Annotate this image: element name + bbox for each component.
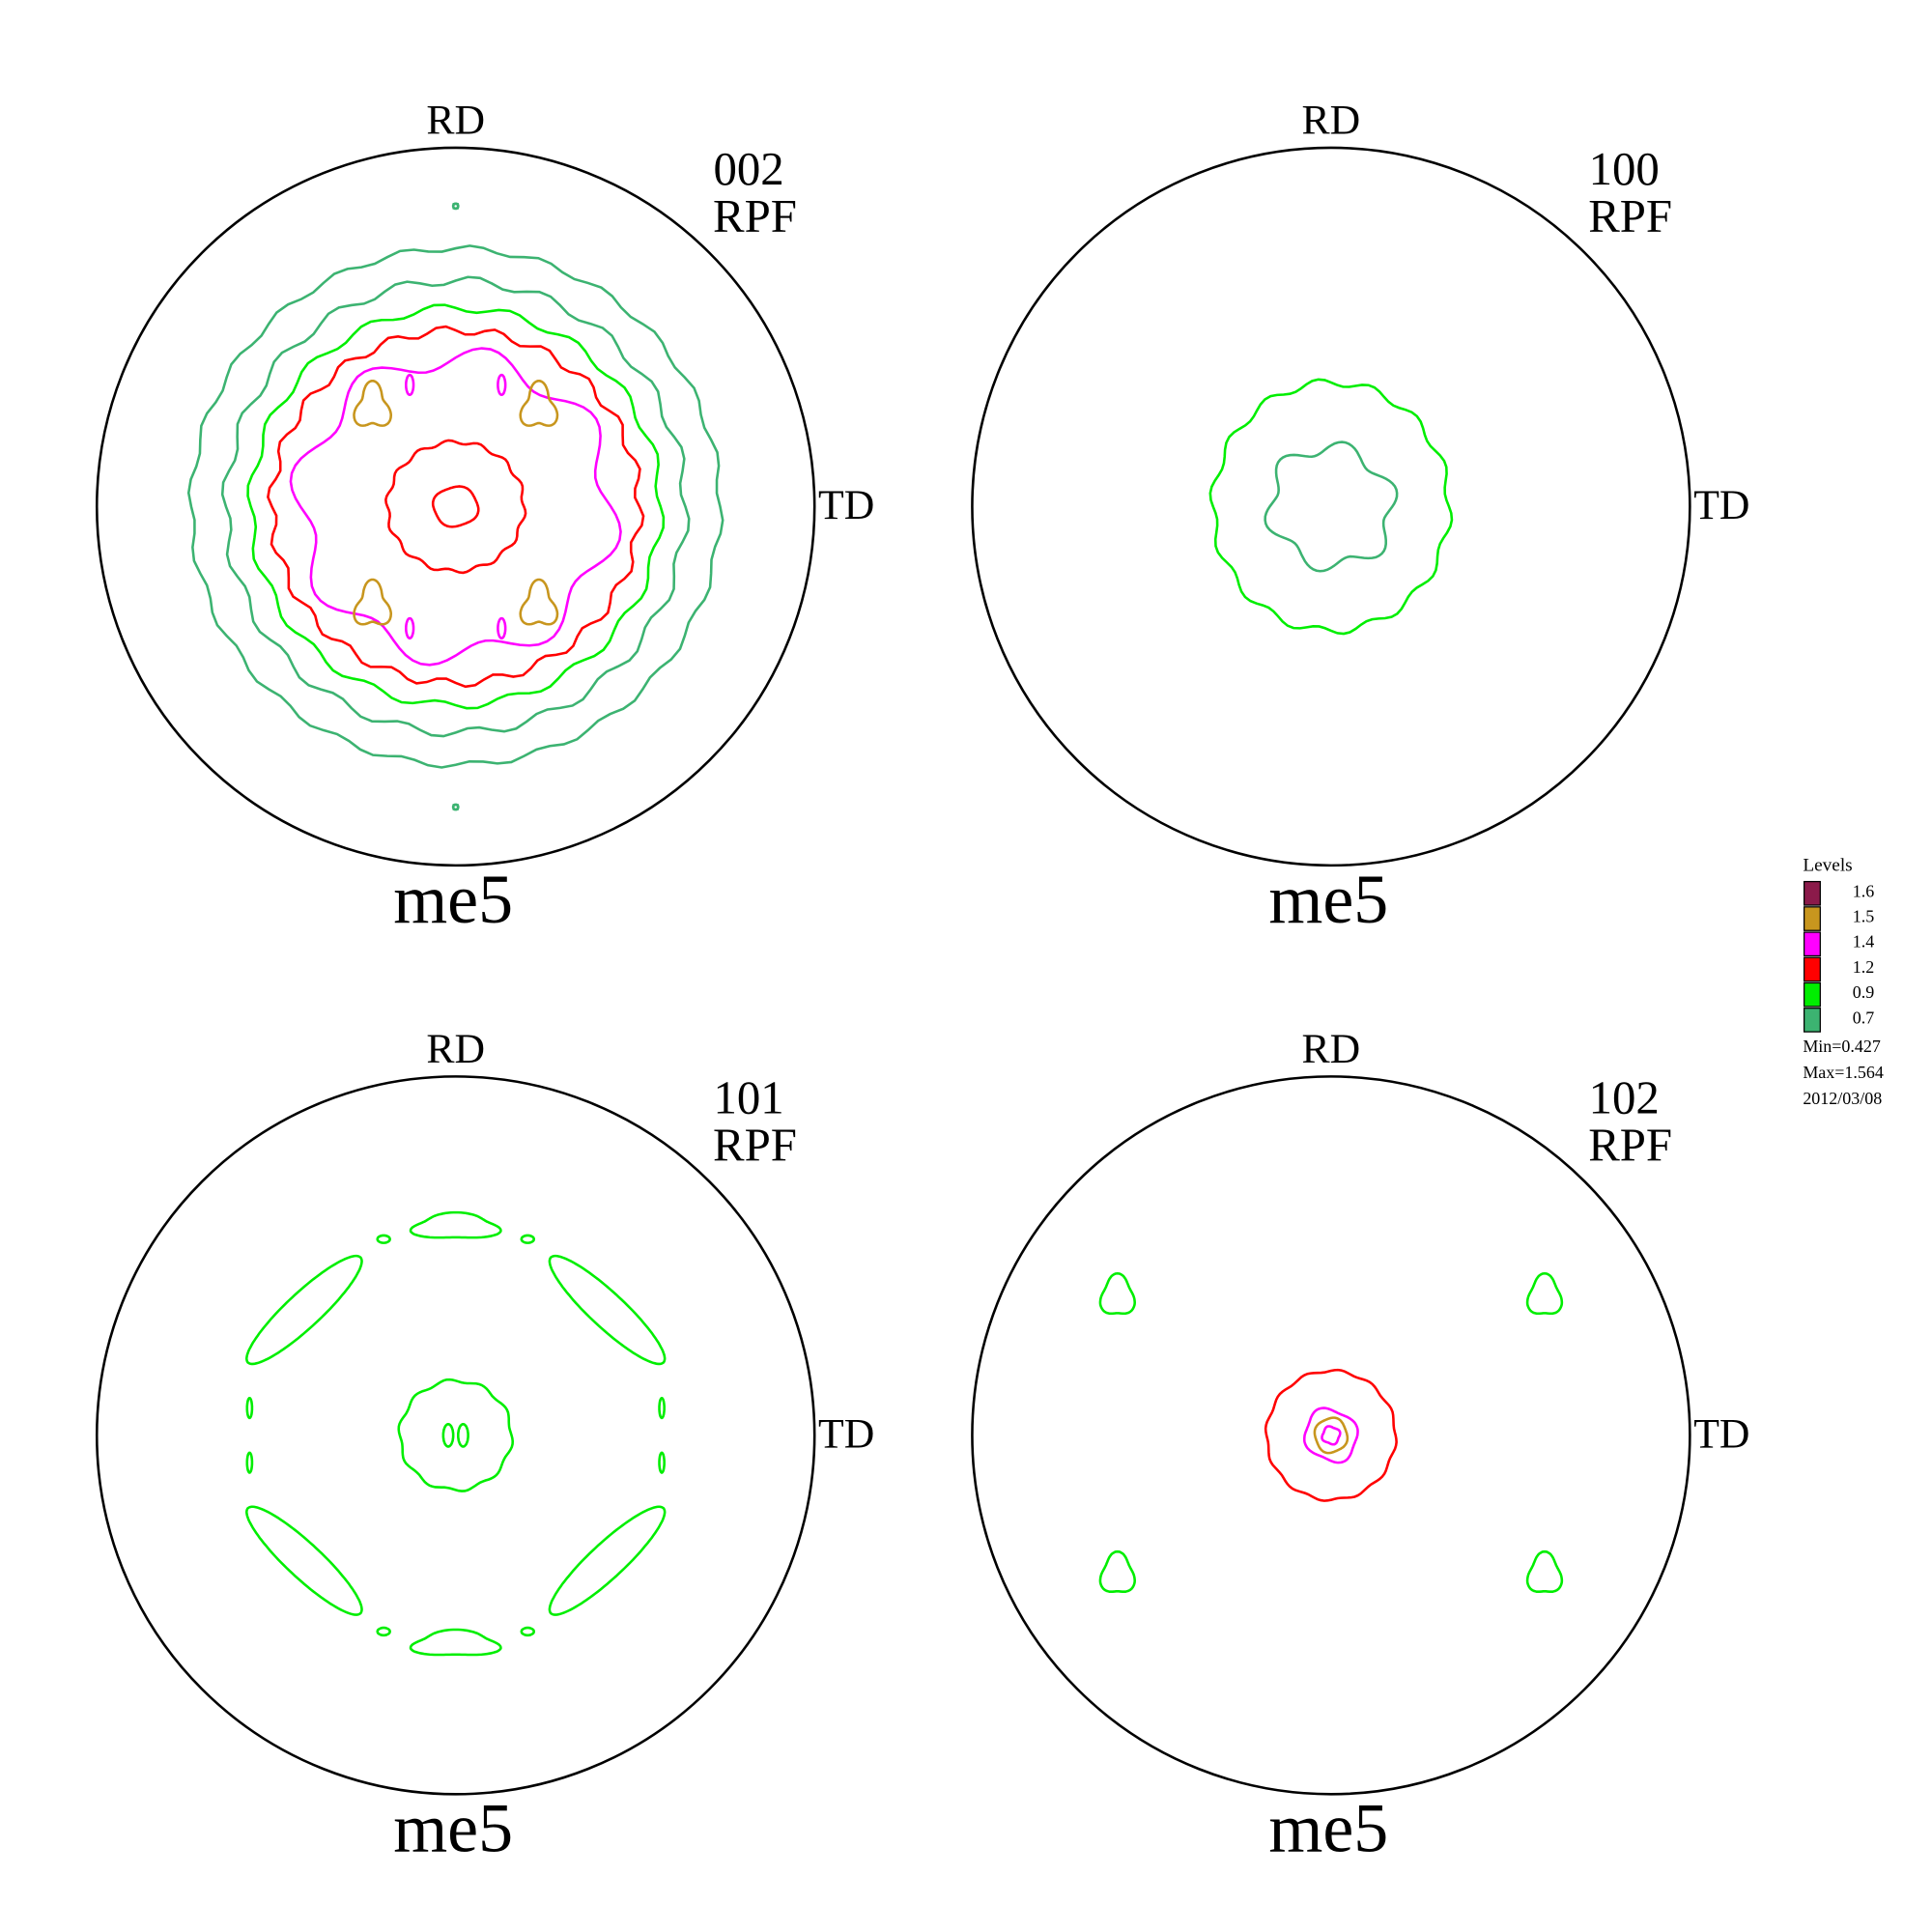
pole-figure-circle	[971, 1075, 1691, 1796]
contour	[1098, 1271, 1136, 1316]
contour	[520, 1234, 535, 1244]
contour	[1264, 440, 1399, 573]
td-label: TD	[1693, 1410, 1749, 1457]
sample-label: me5	[393, 861, 513, 938]
pole-figure-circle	[95, 146, 816, 867]
contour	[397, 1378, 515, 1492]
contour	[519, 578, 559, 626]
contour	[431, 485, 480, 528]
rd-label: RD	[1302, 98, 1361, 144]
contour	[451, 202, 460, 211]
plane-label: 102	[1589, 1071, 1660, 1124]
contour	[1208, 378, 1454, 636]
contour	[1098, 1549, 1136, 1593]
contour	[220, 275, 691, 738]
plane-label: 101	[713, 1071, 783, 1124]
contour	[246, 303, 666, 710]
contour	[376, 1234, 391, 1244]
contour	[186, 244, 724, 769]
contour	[405, 616, 415, 639]
sample-label: me5	[393, 1789, 513, 1866]
plane-label: 100	[1589, 142, 1660, 195]
contour	[409, 1210, 502, 1239]
legend-swatch	[1803, 880, 1821, 906]
contour	[548, 1254, 667, 1366]
legend-level: 1.4	[1853, 932, 1874, 952]
contour	[1525, 1271, 1564, 1316]
contour	[245, 1397, 254, 1420]
legend-min: Min=0.427	[1803, 1037, 1881, 1056]
legend-swatch	[1803, 956, 1821, 982]
contour	[457, 1423, 469, 1448]
legend-level: 1.2	[1853, 957, 1874, 977]
contour	[1302, 1406, 1359, 1464]
legend-title: Levels	[1803, 856, 1852, 876]
legend-swatch	[1803, 1008, 1821, 1033]
td-label: TD	[818, 1410, 874, 1457]
td-label: TD	[818, 482, 874, 528]
legend-date: 2012/03/08	[1803, 1089, 1882, 1108]
mode-label: RPF	[713, 1118, 797, 1171]
contour	[1525, 1549, 1564, 1593]
td-label: TD	[1693, 482, 1749, 528]
contour	[548, 1505, 667, 1616]
contour	[384, 439, 527, 575]
rd-label: RD	[426, 1026, 485, 1072]
contour	[267, 325, 645, 689]
plane-label: 002	[713, 142, 783, 195]
legend-swatch	[1803, 931, 1821, 957]
rd-label: RD	[1302, 1026, 1361, 1072]
contour	[451, 803, 460, 811]
legend-swatch	[1803, 906, 1821, 931]
contour	[405, 373, 415, 397]
contour	[1321, 1425, 1342, 1446]
pole-figure-circle	[971, 146, 1691, 867]
contour	[353, 578, 393, 626]
mode-label: RPF	[1588, 189, 1672, 242]
contour	[497, 373, 507, 397]
rd-label: RD	[426, 98, 485, 144]
contour	[245, 1451, 254, 1474]
contour	[519, 380, 559, 427]
contour	[1264, 1368, 1398, 1502]
legend-level: 0.9	[1853, 982, 1874, 1002]
contour	[658, 1451, 666, 1474]
contour	[244, 1254, 363, 1366]
contour	[497, 616, 507, 639]
legend-swatch	[1803, 981, 1821, 1008]
mode-label: RPF	[1588, 1118, 1672, 1171]
contour	[1313, 1416, 1350, 1455]
contour	[520, 1626, 535, 1637]
contour	[376, 1626, 391, 1637]
sample-label: me5	[1268, 1789, 1388, 1866]
legend-level: 1.6	[1853, 881, 1874, 900]
contour	[409, 1628, 502, 1657]
contour	[353, 380, 393, 427]
legend-level: 0.7	[1853, 1008, 1874, 1027]
legend-max: Max=1.564	[1803, 1063, 1884, 1082]
contour	[441, 1423, 455, 1448]
mode-label: RPF	[713, 189, 797, 242]
legend-level: 1.5	[1853, 907, 1874, 926]
pole-figure-circle	[95, 1075, 816, 1796]
contour	[289, 347, 622, 667]
contour	[658, 1397, 666, 1420]
sample-label: me5	[1268, 861, 1388, 938]
contour	[244, 1505, 363, 1616]
